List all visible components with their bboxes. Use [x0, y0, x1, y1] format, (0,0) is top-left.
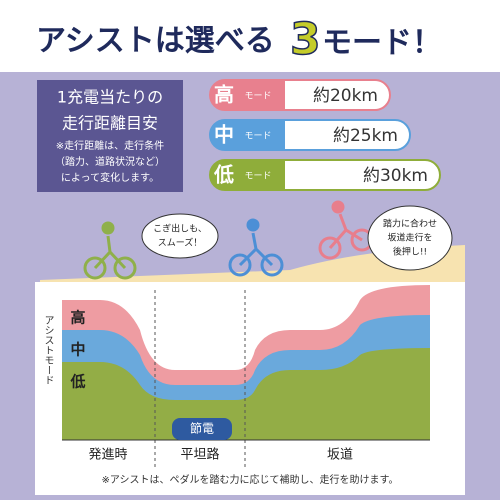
band-label: 中 [70, 341, 85, 359]
info-box [37, 80, 183, 192]
title: アシストは選べる [36, 24, 275, 59]
info-text: 1充電当たりの [57, 88, 163, 107]
mode-sub: モード [244, 172, 271, 182]
band-label: 低 [69, 373, 85, 391]
section-label: 平坦路 [180, 447, 219, 463]
mode-label: 高 [214, 83, 234, 107]
mode-range: 約30km [363, 166, 428, 186]
hill [40, 245, 465, 290]
title-number: 3 [290, 14, 321, 65]
info-note: ※走行距離は、走行条件 [56, 139, 164, 152]
axis-label: アシストモード [42, 315, 53, 385]
bubble-text: 後押し!! [393, 246, 427, 258]
mode-sub: モード [244, 132, 271, 142]
bicycles [83, 200, 374, 280]
speech-bubble [367, 205, 453, 271]
section-label: 坂道 [327, 448, 353, 463]
saving-label: 節電 [190, 421, 214, 436]
info-text: 走行距離目安 [62, 114, 158, 133]
info-note: （踏力、道路状況など） [55, 155, 165, 168]
footnote: ※アシストは、ペダルを踏む力に応じて補助し、走行を助けます。 [102, 473, 399, 486]
band-label: 高 [70, 309, 85, 327]
bubble-text: スムーズ！ [158, 237, 203, 249]
title: モード！ [322, 26, 442, 61]
mode-range: 約20km [313, 86, 378, 106]
mode-label: 中 [214, 123, 234, 147]
speech-bubble [141, 213, 219, 259]
mode-range: 約25km [333, 126, 398, 146]
mode-tag [210, 120, 285, 150]
info-note: によって変化します。 [61, 171, 159, 184]
band-low [62, 348, 430, 440]
mode-tag [210, 160, 285, 190]
bubble-text: こぎ出しも、 [153, 223, 207, 235]
saving-badge [172, 418, 232, 440]
bubble-text: 坂道走行を [387, 232, 432, 244]
mode-label: 低 [213, 163, 234, 187]
mode-sub: モード [244, 92, 271, 102]
section-label: 発進時 [88, 448, 127, 463]
mode-tag [210, 80, 285, 110]
title-band [0, 0, 500, 72]
bubble-text: 踏力に合わせ [383, 218, 437, 230]
